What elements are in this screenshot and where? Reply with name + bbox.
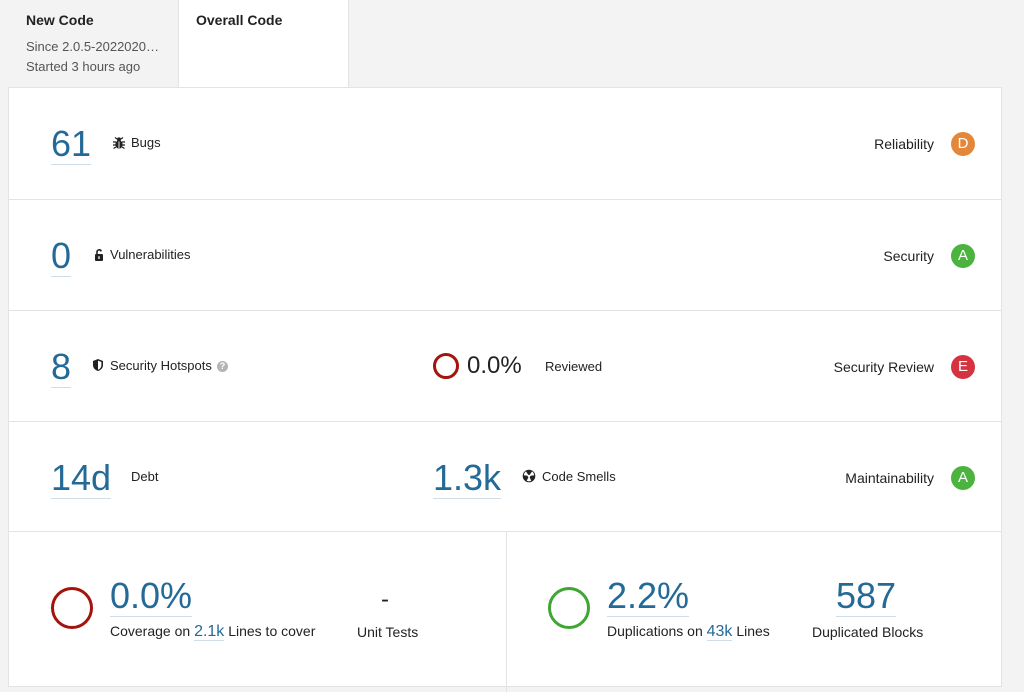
maintainability-label: Maintainability [845, 470, 934, 486]
duplicated-lines-link[interactable]: 43k [706, 623, 733, 641]
measures-panel: 61 Bugs Reliability D 0 Vulnerabilities … [8, 87, 1002, 692]
security-label: Security [883, 248, 934, 264]
reliability-grade-badge[interactable]: D [951, 132, 975, 156]
duplicated-blocks-label: Duplicated Blocks [812, 624, 924, 640]
duplications-value-link[interactable]: 2.2% [607, 575, 690, 617]
hotspots-row: 8 Security Hotspots ? 0.0% Reviewed Secu… [9, 311, 1001, 422]
lines-to-cover-link[interactable]: 2.1k [194, 623, 225, 641]
duplicated-blocks-link[interactable]: 587 [836, 575, 897, 617]
vulnerabilities-count-link[interactable]: 0 [51, 235, 72, 277]
vulnerabilities-label: Vulnerabilities [110, 247, 191, 262]
reviewed-percentage[interactable]: 0.0% [467, 352, 522, 379]
tab-overall-code[interactable]: Overall Code [178, 0, 349, 88]
code-smells-count-link[interactable]: 1.3k [433, 457, 502, 499]
shield-icon [91, 358, 105, 372]
duplications-caption: Duplications on 43k Lines [607, 623, 770, 641]
tab-bar: New Code Since 2.0.5-2022020… Started 3 … [0, 0, 1024, 88]
hotspots-label: Security Hotspots [110, 358, 212, 373]
security-review-label: Security Review [833, 359, 934, 375]
coverage-suffix: Lines to cover [228, 623, 316, 639]
coverage-caption: Coverage on 2.1k Lines to cover [110, 623, 316, 641]
bugs-count-link[interactable]: 61 [51, 123, 92, 165]
reviewed-label: Reviewed [545, 359, 603, 374]
help-icon[interactable]: ? [217, 361, 228, 372]
tab-new-code-title: New Code [26, 12, 94, 28]
coverage-ring-icon [51, 587, 93, 629]
maintainability-row: 14d Debt 1.3k Code Smells Maintainabilit… [9, 422, 1001, 532]
coverage-value-link[interactable]: 0.0% [110, 575, 193, 617]
tab-new-code[interactable]: New Code Since 2.0.5-2022020… Started 3 … [0, 0, 178, 88]
maintainability-grade-badge[interactable]: A [951, 466, 975, 490]
coverage-prefix: Coverage on [110, 623, 191, 639]
tab-overall-code-title: Overall Code [196, 12, 283, 28]
unit-tests-value: - [381, 586, 389, 613]
radiation-icon [522, 469, 536, 483]
vulnerabilities-row: 0 Vulnerabilities Security A [9, 200, 1001, 311]
security-review-grade-badge[interactable]: E [951, 355, 975, 379]
debt-label: Debt [131, 469, 159, 484]
tab-new-code-started: Started 3 hours ago [26, 59, 141, 74]
unit-tests-label: Unit Tests [357, 624, 419, 640]
bugs-label: Bugs [131, 135, 161, 150]
security-grade-badge[interactable]: A [951, 244, 975, 268]
reviewed-ring-icon [433, 353, 459, 379]
duplications-suffix: Lines [736, 623, 770, 639]
bug-icon [112, 136, 126, 150]
debt-value-link[interactable]: 14d [51, 457, 112, 499]
code-smells-label: Code Smells [542, 469, 616, 484]
coverage-duplications-row: 0.0% Coverage on 2.1k Lines to cover - U… [9, 532, 1001, 692]
hotspots-count-link[interactable]: 8 [51, 346, 72, 388]
tab-new-code-since: Since 2.0.5-2022020… [26, 39, 159, 54]
reliability-label: Reliability [874, 136, 934, 152]
bottom-divider [506, 532, 507, 692]
unlock-icon [92, 248, 106, 262]
bugs-row: 61 Bugs Reliability D [9, 88, 1001, 200]
duplications-ring-icon [548, 587, 590, 629]
duplications-prefix: Duplications on [607, 623, 703, 639]
